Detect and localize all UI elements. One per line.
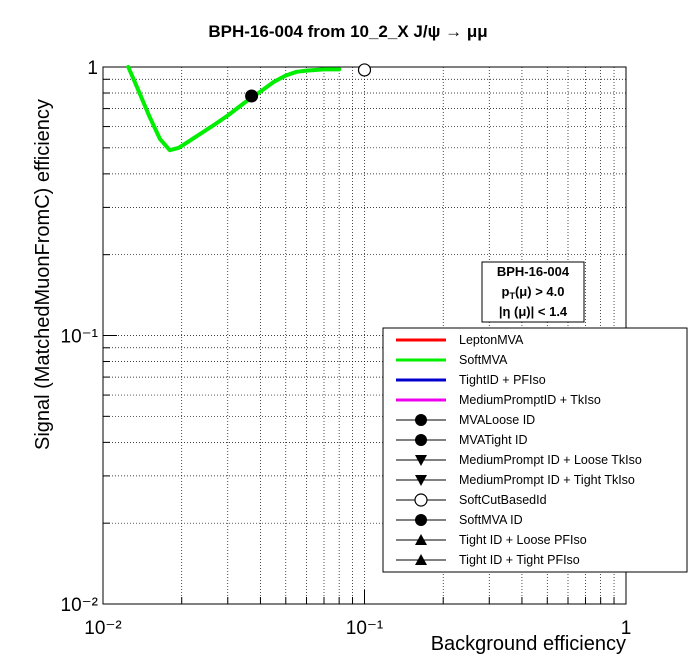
info-box: BPH-16-004 pT(μ) > 4.0 |η (μ)| < 1.4: [481, 261, 585, 323]
legend-marker-open-circle: [414, 493, 428, 507]
x-tick-label: 10⁻¹: [346, 618, 384, 639]
x-tick-label: 10⁻²: [84, 618, 122, 639]
chart-title: BPH-16-004 from 10_2_X J/ψ → μμ: [208, 22, 487, 41]
legend-label: TightID + PFIso: [459, 373, 546, 387]
legend-marker-down-triangle: [415, 455, 427, 466]
info-box-pt-cut: (μ) > 4.0: [515, 284, 565, 299]
legend-frame: [382, 327, 688, 573]
legend-label: Tight ID + Loose PFIso: [459, 533, 587, 547]
legend-label: SoftMVA ID: [459, 513, 523, 527]
legend-label: SoftMVA: [459, 353, 508, 367]
info-box-line1: BPH-16-004: [497, 264, 570, 279]
x-tick-label: 1: [621, 618, 632, 639]
legend-marker-filled-circle: [415, 434, 427, 446]
legend-label: MVATight ID: [459, 433, 528, 447]
marker-layer: [245, 63, 372, 103]
marker-softmva-id: [245, 89, 259, 103]
info-box-pt: p: [502, 284, 510, 299]
legend-label: MediumPromptID + TkIso: [459, 393, 601, 407]
legend-marker-filled-circle: [415, 414, 427, 426]
legend-label: LeptonMVA: [459, 333, 524, 347]
series-layer: [126, 65, 342, 153]
y-tick-label: 10⁻¹: [61, 327, 99, 348]
info-box-line3: |η (μ)| < 1.4: [499, 304, 568, 319]
legend-label: MediumPrompt ID + Loose TkIso: [459, 453, 642, 467]
marker-softcutbasedid: [357, 63, 372, 77]
legend-label: MediumPrompt ID + Tight TkIso: [459, 473, 635, 487]
legend-marker-down-triangle: [415, 475, 427, 486]
info-box-frame: [481, 261, 585, 323]
info-box-line2: pT(μ) > 4.0: [502, 284, 565, 301]
legend: LeptonMVA SoftMVA TightID + PFIso MediumPro…: [382, 327, 688, 573]
legend-marker-up-triangle: [415, 554, 427, 565]
y-tick-label: 10⁻²: [61, 595, 99, 616]
legend-label: SoftCutBasedId: [459, 493, 547, 507]
info-box-pt-sub: T: [509, 291, 515, 301]
x-axis-label: Background efficiency: [431, 633, 626, 655]
y-axis-label: Signal (MatchedMuonFromC) efficiency: [32, 99, 54, 450]
legend-marker-filled-circle: [415, 514, 427, 526]
series-line-softmva: [126, 65, 342, 153]
legend-label: MVALoose ID: [459, 413, 535, 427]
legend-marker-up-triangle: [415, 534, 427, 545]
legend-label: Tight ID + Tight PFIso: [459, 553, 580, 567]
y-tick-label: 1: [87, 58, 98, 79]
